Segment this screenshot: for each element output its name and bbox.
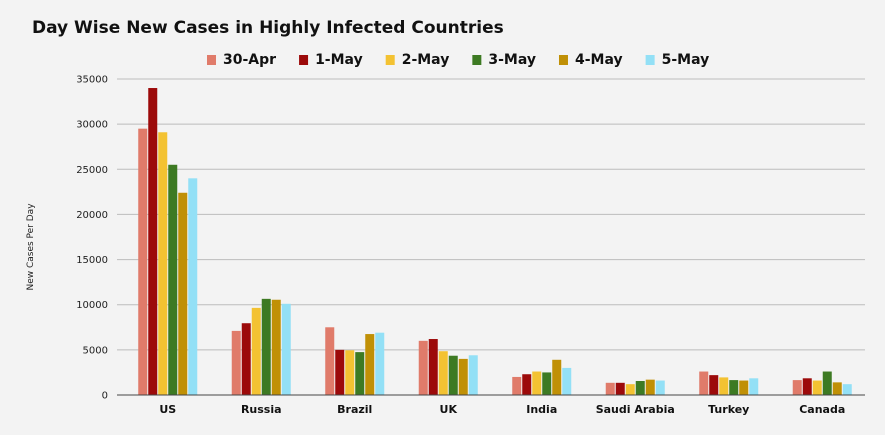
- bar: [458, 358, 468, 395]
- bar: [645, 379, 655, 395]
- y-tick-label: 0: [102, 391, 108, 402]
- legend-swatch: [558, 55, 568, 65]
- legend-swatch: [472, 55, 482, 65]
- legend-label: 3-May: [488, 52, 536, 68]
- legend-item: 2-May: [385, 52, 450, 68]
- bar: [552, 359, 562, 395]
- bar: [532, 371, 542, 395]
- legend-label: 1-May: [315, 52, 363, 68]
- legend-item: 30-Apr: [207, 52, 276, 68]
- bar: [522, 374, 532, 395]
- bar: [271, 299, 281, 395]
- bar-group: [418, 339, 478, 395]
- bar: [281, 303, 291, 395]
- x-tick-label: India: [526, 403, 557, 416]
- y-axis-label: New Cases Per Day: [26, 203, 36, 291]
- bar-group: [792, 371, 852, 395]
- chart-title: Day Wise New Cases in Highly Infected Co…: [32, 18, 504, 38]
- bars: [138, 88, 852, 396]
- bar: [832, 382, 842, 395]
- legend-label: 5-May: [662, 52, 710, 68]
- bar: [719, 377, 729, 395]
- legend: 30-Apr 1-May 2-May 3-May 4-May 5-May: [207, 52, 709, 68]
- bar: [168, 164, 178, 395]
- bar: [231, 330, 241, 395]
- legend-label: 4-May: [575, 52, 623, 68]
- bar: [729, 380, 739, 395]
- y-tick-label: 30000: [76, 120, 108, 131]
- bar: [148, 88, 158, 396]
- x-axis-ticks: US Russia Brazil UK India Saudi Arabia Turkey C…: [159, 403, 845, 416]
- bar-group: [231, 298, 291, 395]
- x-tick-label: Saudi Arabia: [596, 403, 675, 416]
- bar: [375, 332, 385, 395]
- bar-group: [325, 327, 385, 395]
- bar-group: [512, 359, 572, 395]
- bar: [345, 350, 355, 395]
- y-axis-ticks: 0 5000 10000 15000 20000 25000 30000 35000: [76, 75, 108, 402]
- bar: [428, 339, 438, 395]
- bar: [842, 384, 852, 395]
- bar: [158, 132, 168, 396]
- bar: [792, 380, 802, 395]
- bar: [138, 128, 148, 395]
- y-tick-label: 10000: [76, 300, 108, 311]
- y-tick-label: 20000: [76, 210, 108, 221]
- bar: [822, 371, 832, 395]
- bar: [802, 378, 812, 395]
- bar: [655, 380, 665, 395]
- legend-item: 3-May: [472, 52, 536, 68]
- bar: [418, 340, 428, 395]
- bar: [625, 384, 635, 395]
- bar: [178, 192, 188, 395]
- bar: [448, 355, 458, 395]
- y-tick-label: 5000: [83, 345, 108, 356]
- bar: [355, 352, 365, 395]
- legend-swatch: [385, 55, 395, 65]
- bar: [542, 372, 552, 395]
- y-tick-label: 35000: [76, 75, 108, 86]
- x-tick-label: Turkey: [708, 403, 749, 416]
- bar: [468, 355, 478, 395]
- y-tick-label: 15000: [76, 255, 108, 266]
- bar: [605, 382, 615, 395]
- x-tick-label: US: [159, 403, 176, 416]
- bar: [709, 375, 719, 395]
- x-tick-label: Brazil: [337, 403, 372, 416]
- bar: [512, 376, 522, 395]
- bar: [739, 380, 749, 395]
- legend-label: 2-May: [402, 52, 450, 68]
- bar-group: [605, 379, 665, 395]
- legend-item: 1-May: [299, 52, 363, 68]
- bar: [261, 298, 271, 395]
- bar: [699, 371, 709, 395]
- bar: [251, 307, 261, 395]
- x-tick-label: UK: [440, 403, 458, 416]
- bar-group: [138, 88, 198, 396]
- bar-group: [699, 371, 759, 395]
- bar: [749, 378, 759, 395]
- bar: [241, 323, 251, 395]
- bar: [365, 334, 375, 395]
- bar: [325, 327, 335, 395]
- y-tick-label: 25000: [76, 165, 108, 176]
- bar: [188, 178, 198, 395]
- bar: [812, 380, 822, 395]
- legend-swatch: [299, 55, 309, 65]
- legend-item: 4-May: [558, 52, 623, 68]
- bar: [615, 382, 625, 395]
- bar: [438, 351, 448, 395]
- legend-swatch: [645, 55, 655, 65]
- legend-swatch: [207, 55, 216, 65]
- gridlines: [117, 78, 865, 351]
- bar: [562, 367, 572, 395]
- x-tick-label: Canada: [799, 403, 845, 416]
- legend-item: 5-May: [645, 52, 710, 68]
- bar: [335, 349, 345, 395]
- x-tick-label: Russia: [241, 403, 282, 416]
- bar: [635, 381, 645, 395]
- legend-label: 30-Apr: [223, 52, 276, 68]
